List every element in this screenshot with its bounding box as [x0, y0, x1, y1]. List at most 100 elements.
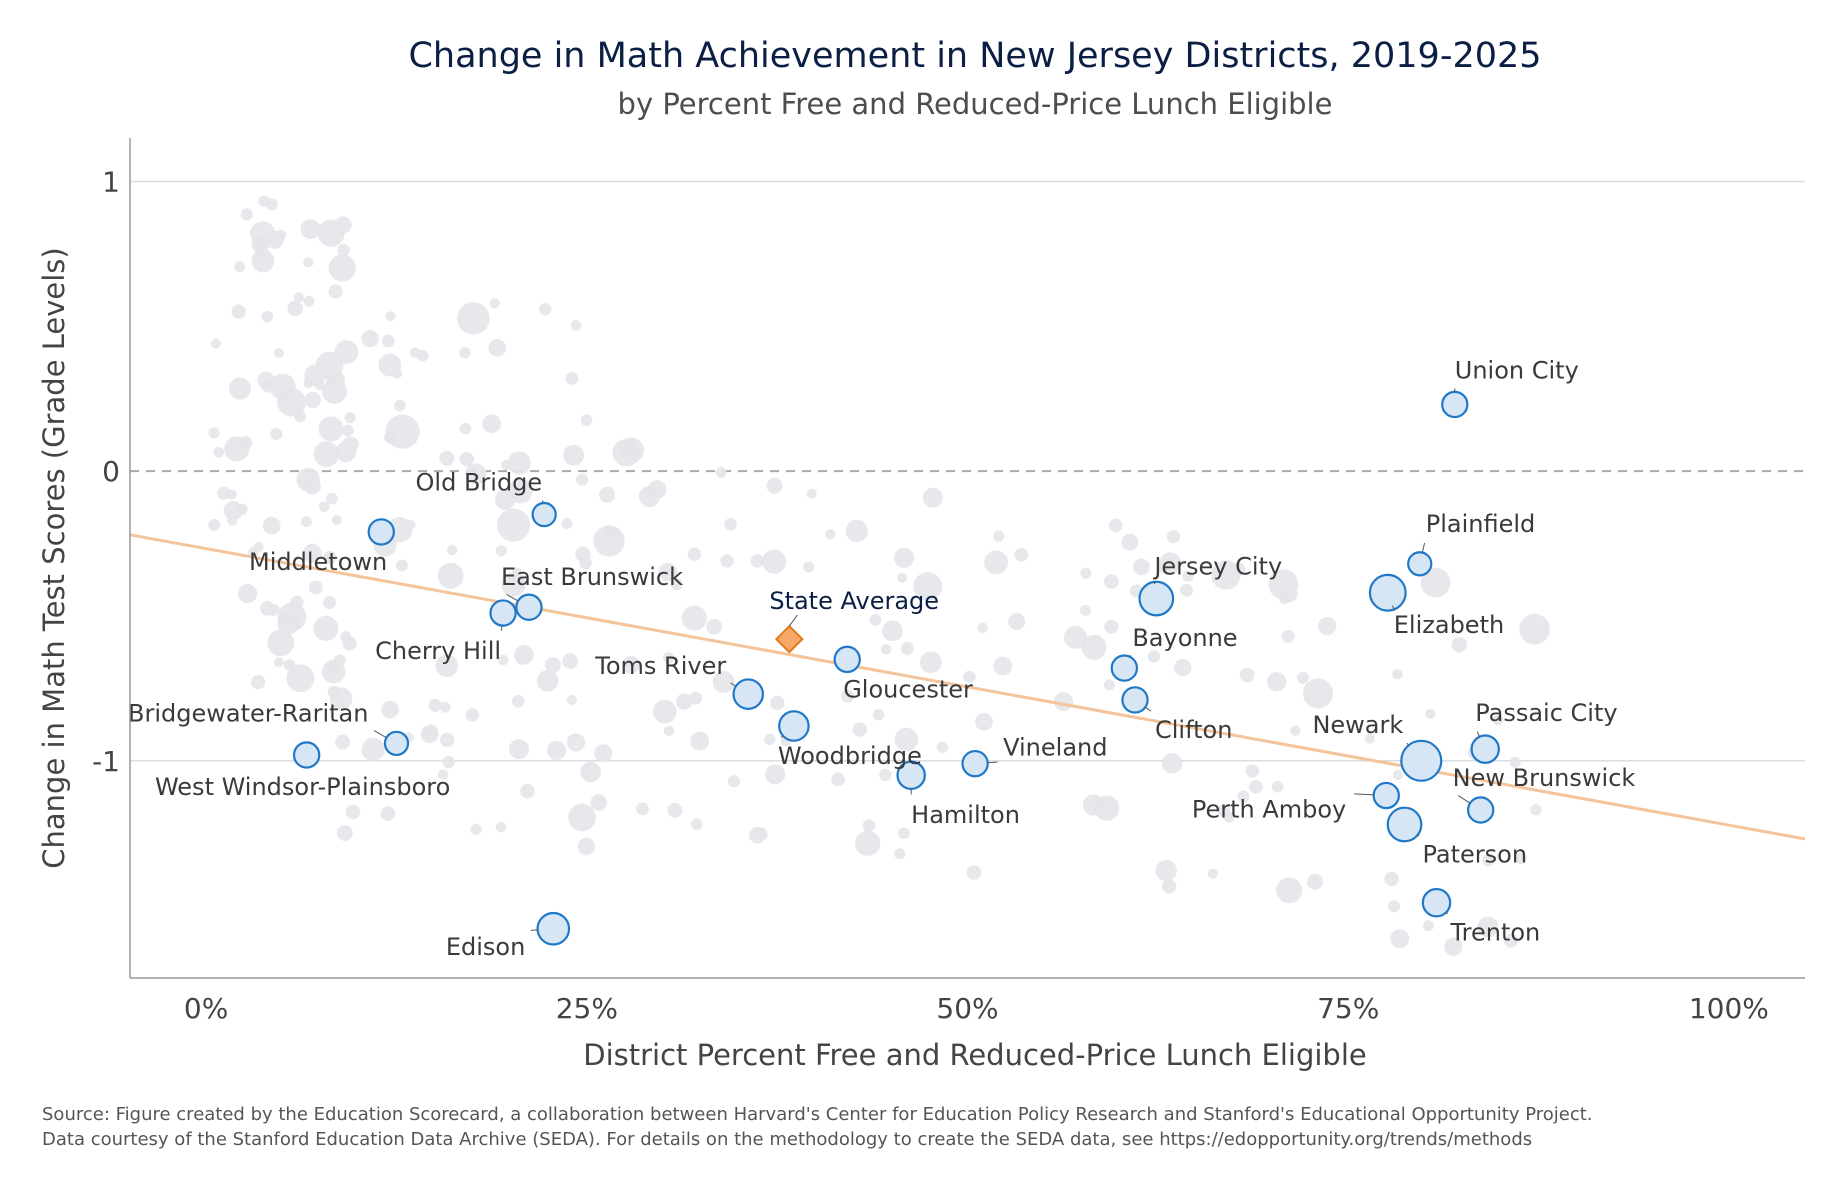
- background-district-point: [511, 695, 525, 708]
- highlighted-district-point: [1386, 806, 1423, 843]
- background-district-point: [1515, 852, 1527, 865]
- background-district-point: [647, 480, 667, 499]
- background-district-point: [1161, 753, 1183, 774]
- background-district-point: [1519, 613, 1550, 645]
- leader-lines: [302, 388, 1481, 931]
- background-district-point: [1173, 658, 1192, 677]
- background-district-point: [1081, 634, 1107, 660]
- chart-title: Change in Math Achievement in New Jersey…: [408, 36, 1541, 76]
- background-district-point: [936, 741, 948, 753]
- background-district-point: [308, 580, 323, 595]
- background-district-point: [845, 519, 868, 543]
- y-tick-label: 1: [102, 165, 120, 198]
- background-district-point: [1388, 900, 1401, 913]
- highlighted-district-point: [383, 730, 410, 757]
- background-district-point: [273, 657, 284, 668]
- background-district-point: [283, 659, 296, 671]
- background-district-point: [208, 519, 221, 531]
- leader-line: [987, 761, 998, 764]
- background-district-point: [563, 444, 585, 466]
- background-district-point: [344, 412, 356, 424]
- background-district-point: [570, 320, 582, 331]
- district-label: Elizabeth: [1394, 611, 1504, 639]
- highlighted-district-point: [292, 741, 321, 769]
- background-district-point: [764, 733, 776, 746]
- background-district-point: [1249, 780, 1263, 794]
- background-district-point: [1014, 547, 1029, 562]
- background-district-point: [304, 391, 321, 409]
- background-district-point: [286, 664, 315, 693]
- background-district-point: [494, 489, 516, 510]
- background-district-point: [293, 292, 305, 303]
- background-district-point: [489, 298, 500, 309]
- background-district-point: [380, 806, 396, 821]
- background-district-point: [1364, 733, 1375, 744]
- background-district-point: [447, 545, 458, 556]
- background-district-point: [855, 830, 881, 856]
- background-district-point: [897, 572, 908, 583]
- highlighted-points: [292, 390, 1500, 946]
- background-district-point: [1161, 879, 1177, 894]
- background-district-point: [975, 713, 993, 731]
- background-district-point: [255, 245, 269, 258]
- highlighted-district-point: [1441, 390, 1469, 419]
- district-label: Edison: [446, 933, 525, 961]
- background-district-point: [465, 708, 480, 722]
- background-district-point: [1392, 669, 1403, 680]
- background-district-point: [303, 378, 314, 389]
- background-district-point: [1317, 616, 1337, 636]
- source-line-2: Data courtesy of the Stanford Education …: [42, 1129, 1532, 1150]
- highlighted-district-point: [531, 501, 557, 528]
- y-tick-label: 0: [102, 455, 120, 488]
- background-district-point: [1390, 929, 1410, 949]
- leader-line: [1421, 542, 1426, 553]
- background-district-point: [439, 450, 455, 466]
- background-district-point: [1207, 868, 1218, 879]
- background-district-point: [482, 414, 502, 434]
- y-tick-label: -1: [92, 745, 120, 778]
- background-district-point: [1179, 583, 1193, 597]
- background-district-point: [381, 334, 395, 348]
- background-district-point: [334, 340, 359, 365]
- background-district-point: [712, 671, 735, 693]
- background-district-point: [459, 347, 471, 359]
- background-district-point: [1271, 780, 1284, 793]
- background-district-point: [831, 772, 846, 787]
- background-district-point: [396, 559, 408, 572]
- background-district-point: [208, 427, 220, 439]
- highlighted-district-point: [1421, 887, 1452, 918]
- background-district-point: [328, 254, 356, 282]
- background-district-point: [520, 783, 535, 799]
- background-district-point: [223, 501, 244, 521]
- background-district-point: [562, 653, 579, 669]
- district-label: Clifton: [1155, 716, 1232, 744]
- district-label: Paterson: [1423, 840, 1528, 868]
- background-district-point: [277, 611, 300, 635]
- background-district-point: [690, 731, 710, 751]
- background-district-point: [636, 802, 649, 816]
- background-district-point: [300, 219, 321, 239]
- background-district-point: [261, 310, 274, 323]
- background-district-point: [329, 687, 353, 711]
- source-line-1: Source: Figure created by the Education …: [42, 1104, 1593, 1125]
- background-district-point: [1223, 811, 1235, 823]
- x-tick-label: 0%: [184, 992, 228, 1025]
- background-district-point: [590, 794, 608, 812]
- background-district-point: [1302, 678, 1334, 709]
- highlighted-district-point: [833, 645, 861, 674]
- background-district-point: [318, 416, 344, 442]
- background-district-point: [545, 657, 561, 674]
- background-district-point: [565, 371, 579, 385]
- background-district-point: [326, 662, 339, 675]
- background-district-point: [922, 487, 943, 508]
- background-district-point: [576, 473, 589, 486]
- background-district-point: [439, 701, 451, 713]
- highlighted-district-point: [1121, 686, 1149, 714]
- background-district-point: [270, 640, 285, 656]
- background-district-point: [501, 459, 512, 471]
- background-district-point: [341, 424, 354, 437]
- axes: 1 0 -1 0% 25% 50% 75% 100%: [92, 138, 1805, 1025]
- background-district-point: [1239, 667, 1255, 683]
- background-district-point: [594, 744, 613, 763]
